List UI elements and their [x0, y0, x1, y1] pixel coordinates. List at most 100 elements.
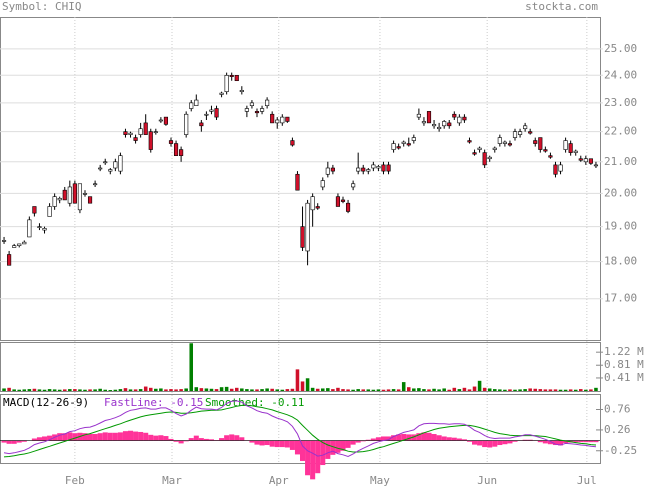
smoothed-line — [3, 404, 597, 458]
volume-bar — [457, 389, 462, 391]
candle-body — [153, 131, 158, 133]
volume-bar — [93, 389, 97, 391]
y-tick-label: 22.00 — [604, 125, 637, 138]
candle-body — [285, 116, 290, 122]
macd-histogram-bar — [411, 434, 417, 441]
candle-body — [543, 149, 548, 152]
macd-histogram-bar — [391, 435, 397, 441]
volume-bar — [462, 387, 467, 391]
candle-body — [467, 140, 472, 143]
volume-bar — [391, 389, 396, 391]
volume-bar — [376, 389, 381, 391]
candle-body — [128, 132, 133, 135]
macd-histogram-bar — [547, 440, 553, 445]
candle-body — [138, 128, 143, 135]
macd-histogram-bar — [578, 440, 584, 443]
candle-body — [351, 183, 356, 188]
volume-bar — [37, 389, 42, 391]
volume-bar — [73, 389, 77, 391]
macd-histogram-bar — [370, 438, 376, 441]
macd-histogram-bar — [269, 440, 275, 447]
candle-body — [310, 196, 315, 211]
volume-bar — [148, 387, 153, 391]
candle-body — [340, 199, 346, 202]
volume-bar — [315, 388, 320, 391]
candle-body — [330, 167, 335, 172]
volume-bar — [472, 386, 477, 391]
candle-body — [573, 150, 578, 153]
candle-body — [194, 99, 199, 106]
volume-bar — [108, 390, 113, 391]
candle-body — [57, 197, 62, 201]
macd-histogram-bar — [284, 440, 290, 448]
macd-histogram-bar — [107, 432, 113, 441]
volume-bar — [27, 389, 32, 391]
volume-bar — [346, 389, 350, 391]
candle-body — [290, 140, 295, 146]
volume-bar — [7, 387, 11, 391]
volume-bar — [508, 389, 512, 391]
candle-body — [553, 164, 558, 175]
volume-bar — [154, 388, 158, 391]
chart-title: Symbol: CHIQ — [2, 0, 81, 13]
volume-bar — [113, 389, 118, 391]
volume-bar — [42, 389, 47, 391]
candle-body — [87, 196, 93, 204]
macd-histogram-bar — [355, 440, 361, 443]
macd-histogram-bar — [537, 440, 543, 443]
y-tick-label: 23.00 — [604, 96, 637, 109]
macd-histogram-bar — [36, 437, 42, 441]
x-tick-label: May — [370, 474, 390, 486]
macd-histogram-bar — [122, 431, 128, 441]
macd-histogram-bar — [203, 438, 209, 441]
volume-bar — [159, 388, 163, 391]
macd-histogram-bar — [193, 435, 199, 441]
volume-bar — [553, 389, 558, 391]
macd-histogram-bar — [487, 440, 493, 448]
macd-histogram-bar — [315, 440, 321, 474]
volume-bar — [300, 381, 305, 391]
macd-histogram-bar — [254, 440, 260, 445]
volume-bar — [275, 389, 280, 391]
candle-body — [199, 122, 204, 127]
candle-body — [42, 228, 47, 231]
candle-body — [98, 167, 103, 170]
volume-bar — [356, 389, 360, 391]
macd-histogram-bar — [264, 440, 270, 446]
volume-bar — [336, 387, 340, 391]
candle-body — [482, 152, 487, 166]
candle-body — [295, 173, 300, 191]
source: stockta.com — [525, 0, 598, 13]
macd-histogram-bar — [11, 440, 17, 444]
volume-bar — [452, 387, 457, 391]
macd-histogram-bar — [345, 440, 351, 448]
candle-body — [305, 202, 310, 252]
candle-body — [47, 206, 52, 217]
volume-bar — [579, 389, 583, 391]
candle-body — [189, 102, 194, 109]
macd-histogram-bar — [31, 438, 37, 441]
candle-body — [523, 125, 528, 130]
candle-body — [371, 164, 376, 169]
candle-body — [72, 183, 77, 204]
volume-bar — [432, 388, 436, 391]
candle-body — [391, 143, 396, 150]
macd-histogram-bar — [92, 434, 98, 441]
volume-bar — [184, 388, 188, 391]
volume-bar — [250, 389, 254, 391]
macd-histogram-bar — [21, 440, 27, 442]
y-tick-label: 1.22 M — [604, 345, 644, 358]
volume-bar — [528, 388, 532, 391]
volume-bar — [558, 389, 563, 391]
macd-histogram-bar — [249, 440, 255, 443]
candle-body — [583, 158, 588, 163]
candle-body — [7, 254, 12, 266]
volume-bar — [78, 389, 82, 391]
macd-histogram-bar — [451, 437, 457, 441]
y-tick-label: 25.00 — [604, 42, 637, 55]
volume-bar — [305, 378, 310, 391]
volume-panel — [0, 342, 601, 392]
macd-histogram-bar — [279, 440, 285, 448]
candle-body — [502, 141, 507, 144]
candle-body — [32, 206, 37, 214]
